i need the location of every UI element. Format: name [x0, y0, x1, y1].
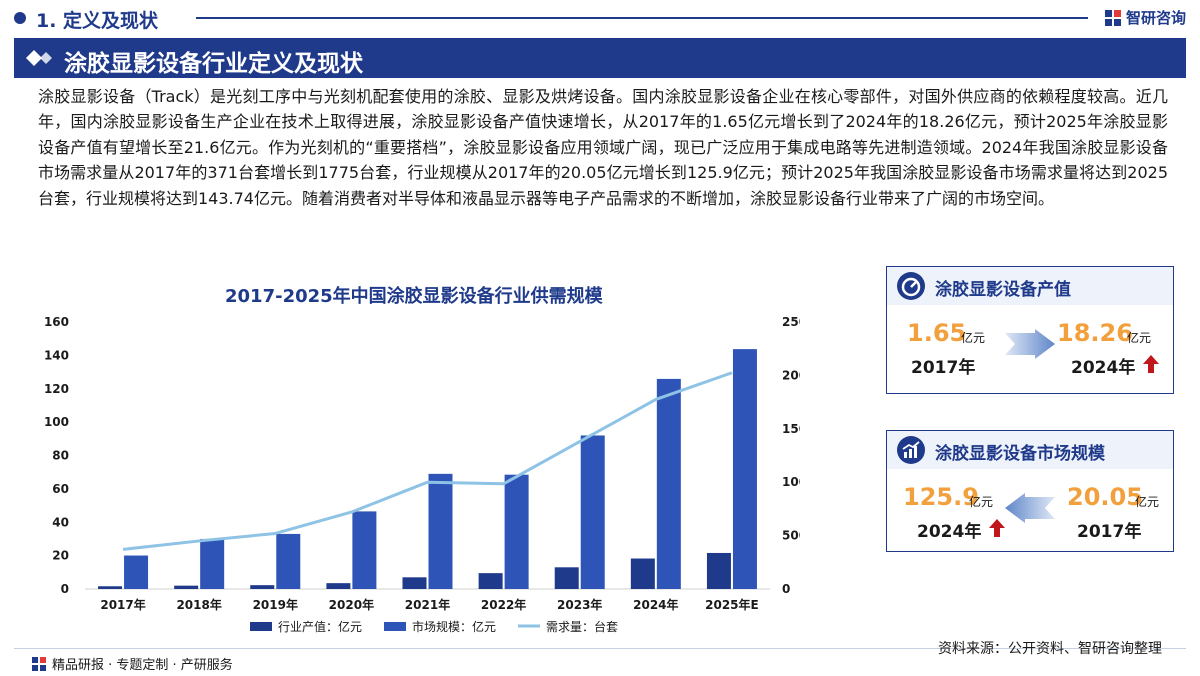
brand-mark-icon	[1104, 9, 1121, 26]
section-title: 1. 定义及现状	[36, 10, 159, 32]
card-title: 涂胶显影设备市场规模	[935, 444, 1105, 464]
brand-logo: 智研咨询	[1104, 7, 1186, 28]
y-right-tick-label: 1000	[782, 475, 800, 489]
data-source: 资料来源：公开资料、智研咨询整理	[938, 641, 1162, 657]
section-bullet-icon	[14, 12, 26, 24]
bar-output-value	[174, 585, 199, 589]
brand-name: 智研咨询	[1125, 9, 1186, 27]
bar-market-size	[732, 349, 757, 589]
header-divider	[196, 17, 1088, 19]
footer-text: 精品研报 · 专题定制 · 产研服务	[52, 658, 233, 673]
x-tick-label: 2021年	[405, 597, 450, 612]
legend-label: 市场规模：亿元	[412, 619, 496, 634]
bar-market-size	[352, 511, 377, 589]
to-value: 125.9	[903, 483, 979, 511]
bar-market-size	[580, 435, 605, 589]
bar-output-value	[250, 585, 275, 589]
footer-tagline: 精品研报 · 专题定制 · 产研服务	[32, 654, 233, 673]
y-left-tick-label: 140	[44, 348, 69, 362]
banner-title: 涂胶显影设备行业定义及现状	[64, 51, 363, 77]
intro-paragraph: 涂胶显影设备（Track）是光刻工序中与光刻机配套使用的涂胶、显影及烘烤设备。国…	[38, 87, 1168, 208]
from-value: 1.65	[907, 319, 967, 347]
chart-title: 2017-2025年中国涂胶显影设备行业供需规模	[225, 286, 603, 307]
from-unit: 亿元	[1135, 495, 1160, 509]
x-tick-label: 2022年	[481, 597, 526, 612]
bar-output-value	[326, 583, 351, 589]
y-left-tick-label: 120	[44, 382, 69, 396]
y-right-tick-label: 1500	[782, 422, 800, 436]
card-header: 涂胶显影设备市场规模	[887, 431, 1173, 469]
bar-market-size	[428, 473, 453, 589]
x-tick-label: 2019年	[253, 597, 298, 612]
supply-demand-chart: 0 20 40 60 80 100 120 140 160 0 500 1000 1500 2000 250…	[44, 315, 800, 634]
y-left-tick-label: 60	[52, 482, 69, 496]
from-year: 2017年	[911, 358, 976, 378]
bar-market-size	[124, 555, 149, 589]
top-bar: 1. 定义及现状 智研咨询	[0, 0, 1200, 36]
card-header: 涂胶显影设备产值	[887, 267, 1173, 305]
bar-market-size	[504, 474, 529, 589]
up-arrow-icon	[989, 519, 1005, 537]
bar-market-size	[200, 538, 225, 589]
legend-label: 行业产值：亿元	[278, 619, 362, 634]
bar-market-size	[276, 533, 301, 589]
x-tick-label: 2018年	[176, 597, 221, 612]
y-left-tick-label: 20	[52, 549, 69, 563]
left-arrow-icon	[1005, 493, 1055, 523]
y-right-tick-label: 2500	[782, 315, 800, 329]
y-right-tick-label: 500	[782, 529, 800, 543]
y-left-tick-label: 40	[52, 515, 69, 529]
from-value: 20.05	[1067, 483, 1143, 511]
up-arrow-icon	[1143, 355, 1159, 373]
diamond-icon	[26, 50, 52, 66]
legend-swatch	[250, 622, 272, 631]
x-tick-label: 2020年	[329, 597, 374, 612]
output-value-card: 涂胶显影设备产值 1.65 亿元 2017年 18.26 亿元 2024年	[886, 266, 1174, 394]
bar-output-value	[706, 552, 731, 589]
legend-label: 需求量：台套	[546, 619, 618, 634]
to-value: 18.26	[1057, 319, 1133, 347]
to-unit: 亿元	[969, 495, 994, 509]
growth-chart-icon	[897, 436, 925, 464]
y-left-tick-label: 0	[61, 582, 69, 596]
y-right-tick-label: 2000	[782, 368, 800, 382]
title-banner: 涂胶显影设备行业定义及现状	[14, 38, 1186, 78]
legend-swatch	[384, 622, 406, 631]
bar-output-value	[98, 586, 123, 589]
x-tick-label: 2023年	[557, 597, 602, 612]
y-left-tick-label: 160	[44, 315, 69, 329]
bar-market-size	[656, 378, 681, 589]
card-title: 涂胶显影设备产值	[935, 280, 1071, 300]
bar-output-value	[630, 558, 655, 589]
market-size-card: 涂胶显影设备市场规模 125.9 亿元 2024年 20.05 亿元 2017年	[886, 430, 1174, 552]
demand-line	[122, 371, 733, 551]
y-left-tick-label: 80	[52, 449, 69, 463]
y-left-tick-label: 100	[44, 415, 69, 429]
gauge-icon	[897, 272, 925, 300]
y-right-tick-label: 0	[782, 582, 790, 596]
to-unit: 亿元	[1127, 331, 1152, 345]
to-year: 2024年	[917, 522, 982, 542]
right-arrow-icon	[1005, 329, 1055, 359]
x-tick-label: 2017年	[100, 597, 145, 612]
to-year: 2024年	[1071, 358, 1136, 378]
from-unit: 亿元	[961, 331, 986, 345]
brand-mark-icon	[32, 656, 46, 671]
bar-output-value	[478, 573, 503, 589]
bar-output-value	[402, 577, 427, 589]
x-tick-label: 2024年	[633, 597, 678, 612]
footer-divider	[14, 648, 1186, 649]
bar-output-value	[554, 567, 579, 589]
x-tick-label: 2025年E	[705, 597, 759, 612]
from-year: 2017年	[1077, 522, 1142, 542]
